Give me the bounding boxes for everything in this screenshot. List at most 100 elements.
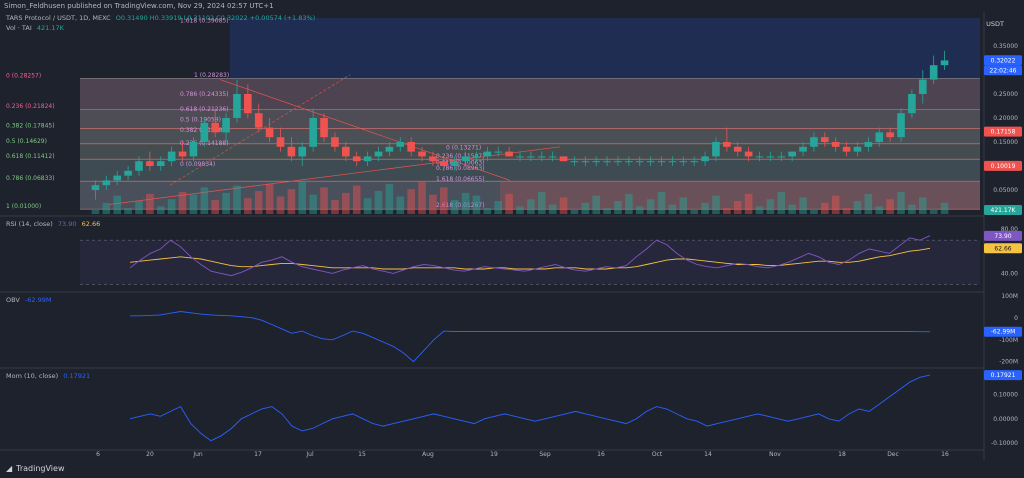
- fib-zone: [80, 78, 980, 110]
- fib-right-label: 1.618 (0.06655): [436, 176, 485, 183]
- candle-body: [712, 142, 720, 157]
- volume-bar: [592, 195, 601, 214]
- volume-bar: [309, 194, 317, 214]
- x-axis-tick: 16: [941, 451, 949, 458]
- volume-bar: [766, 199, 775, 214]
- candle-body: [439, 161, 448, 166]
- volume-bar: [265, 183, 274, 214]
- candle-body: [331, 137, 339, 147]
- volume-bar: [614, 201, 622, 214]
- rsi-ma-line: [129, 247, 931, 270]
- volume-bar: [712, 195, 720, 214]
- candle-body: [940, 60, 949, 66]
- price-axis-marker: [984, 55, 1022, 66]
- x-axis-tick: 16: [597, 451, 605, 458]
- volume-bar: [222, 192, 230, 214]
- fib-mid-label: 0.5 (0.19059): [180, 117, 221, 124]
- volume-bar: [875, 206, 884, 214]
- x-axis-tick: Nov: [769, 451, 781, 458]
- volume-bar: [679, 197, 688, 214]
- rsi-legend: RSI (14, close) 73.90 62.66: [6, 220, 100, 228]
- price-axis-marker: [984, 205, 1022, 215]
- candle-body: [385, 146, 394, 152]
- obv-axis-tick: 100M: [1001, 293, 1018, 300]
- volume-bar: [603, 208, 611, 214]
- volume-bar: [657, 192, 666, 214]
- volume-bar: [853, 201, 862, 214]
- volume-bar: [363, 198, 372, 214]
- volume-bar: [167, 199, 176, 214]
- rsi-line: [129, 235, 931, 277]
- volume-bar: [831, 195, 840, 214]
- fib-right-zone: [500, 182, 980, 210]
- x-axis-tick: Sep: [539, 451, 551, 458]
- candle-body: [875, 132, 884, 142]
- volume-bar: [472, 195, 481, 214]
- candle-body: [625, 161, 633, 163]
- volume-bar: [755, 206, 764, 214]
- candle-body: [363, 156, 372, 162]
- mom-axis-tick: 0.17921: [991, 372, 1016, 379]
- fib-left-label: 0.236 (0.21824): [6, 103, 55, 110]
- obv-line: [130, 311, 930, 363]
- volume-bar: [233, 185, 241, 214]
- volume-bar: [799, 197, 807, 214]
- obv-label: OBV: [6, 296, 20, 304]
- price-axis-tick: 0.15000: [993, 139, 1018, 146]
- volume-bar: [342, 192, 350, 214]
- volume-value: 421.17K: [36, 24, 64, 32]
- x-axis-tick: Oct: [652, 451, 663, 458]
- volume-bar: [287, 189, 296, 214]
- fib-left-label: 0 (0.28257): [6, 72, 41, 79]
- volume-bar: [298, 182, 307, 214]
- tradingview-logo-icon: ◢: [6, 464, 13, 473]
- price-axis-marker-label: 22:02:46: [990, 67, 1017, 74]
- fib-zone: [80, 181, 980, 210]
- mom-axis-tick: 0.10000: [993, 391, 1018, 398]
- mom-axis-tick: 0.00000: [993, 416, 1018, 423]
- candle-body: [211, 122, 219, 133]
- candle-body: [418, 151, 426, 157]
- candle-body: [766, 156, 775, 158]
- candle-body: [472, 156, 481, 158]
- candle-body: [527, 156, 535, 158]
- volume-bar: [276, 196, 285, 214]
- rsi-axis-tick: 73.90: [994, 233, 1011, 240]
- x-axis-tick: 19: [490, 451, 498, 458]
- volume-bar: [581, 202, 590, 214]
- candle-body: [265, 127, 274, 138]
- candle-body: [853, 146, 862, 152]
- x-axis-tick: 15: [358, 451, 366, 458]
- candle-body: [581, 161, 590, 163]
- obv-axis-tick: -100M: [999, 337, 1018, 344]
- candle-body: [821, 137, 829, 142]
- candle-body: [407, 142, 415, 152]
- candle-body: [352, 156, 361, 162]
- candle-body: [102, 180, 111, 186]
- volume-bar: [211, 200, 219, 214]
- symbol-label: TARS Protocol / USDT, 1D, MEXC: [6, 14, 111, 22]
- candle-body: [429, 156, 437, 162]
- volume-bar: [537, 192, 546, 214]
- candle-body: [450, 161, 459, 166]
- fib-left-label: 1 (0.01000): [6, 203, 41, 210]
- candle-body: [733, 146, 742, 152]
- fib-right-label: 0 (0.13271): [446, 144, 481, 151]
- volume-bar: [897, 192, 905, 214]
- volume-bar: [124, 208, 132, 214]
- fib-mid-label: 0.786 (0.24335): [180, 91, 229, 98]
- candle-body: [679, 161, 688, 163]
- currency-label: USDT: [986, 20, 1004, 28]
- candle-body: [146, 161, 154, 166]
- candle-body: [124, 170, 132, 176]
- mom-legend: Mom (10, close) 0.17921: [6, 372, 90, 380]
- x-axis-tick: 20: [146, 451, 154, 458]
- candle-body: [723, 142, 731, 147]
- candle-body: [744, 151, 753, 157]
- candle-body: [135, 161, 143, 171]
- volume-bar: [646, 199, 655, 214]
- rsi-ma-marker: [984, 243, 1022, 254]
- candle-body: [788, 151, 796, 157]
- candle-body: [287, 146, 296, 157]
